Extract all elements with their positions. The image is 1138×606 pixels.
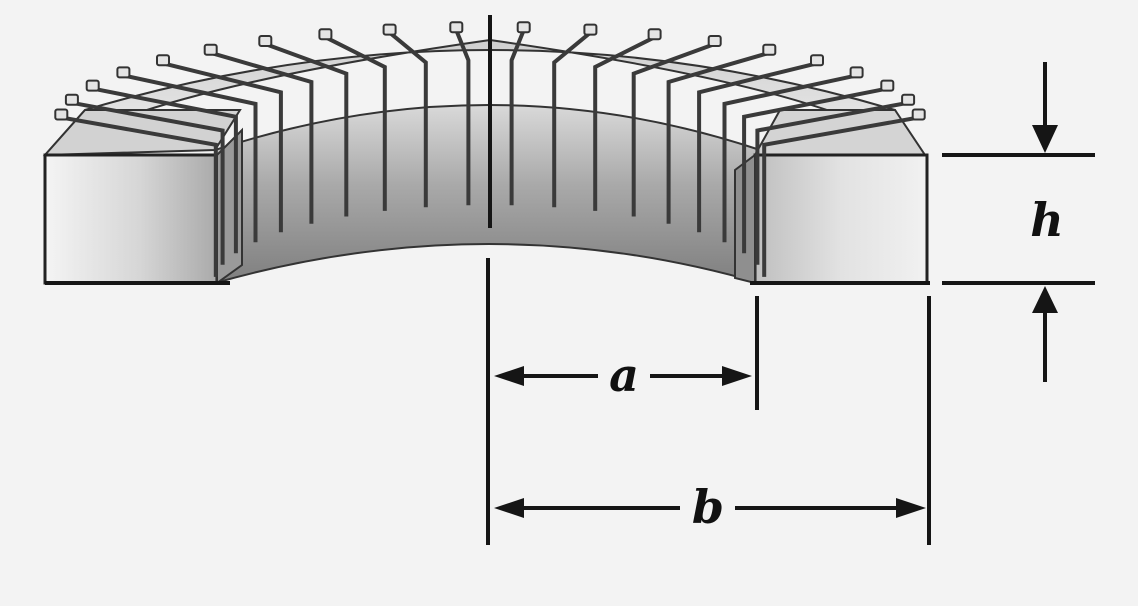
coil-turn bbox=[210, 50, 314, 224]
coil-turn bbox=[722, 73, 858, 243]
coil-turn bbox=[509, 29, 526, 206]
coil-turn-top bbox=[54, 108, 69, 121]
coil-turn-top bbox=[116, 66, 131, 79]
coil-turn-top bbox=[258, 35, 273, 47]
coil-turn-top bbox=[762, 43, 777, 56]
coil-turn-top bbox=[64, 93, 79, 106]
coil-turn bbox=[388, 31, 428, 208]
coil-turn-top bbox=[707, 35, 722, 47]
coil-turn-top bbox=[849, 66, 864, 79]
height-label: h bbox=[1030, 193, 1063, 247]
outer-radius-label: b bbox=[692, 480, 724, 534]
coil-turn-top bbox=[516, 21, 531, 34]
coil-turn-top bbox=[911, 108, 926, 121]
height-arrow-up-icon bbox=[1032, 286, 1058, 313]
coil-turn bbox=[264, 42, 349, 217]
coil-turn bbox=[60, 115, 218, 277]
coil-turn bbox=[697, 61, 818, 233]
coil-turn bbox=[71, 100, 225, 265]
coil-turn bbox=[666, 50, 770, 224]
left-cross-section bbox=[42, 109, 243, 285]
coil-turn bbox=[762, 115, 920, 277]
coil-turn bbox=[742, 86, 888, 254]
coil-turn bbox=[454, 29, 471, 206]
coil-turn-top bbox=[880, 79, 895, 92]
coil-turn-top bbox=[647, 28, 662, 41]
coil-turn-top bbox=[583, 23, 598, 36]
coil-turn bbox=[631, 42, 716, 217]
coil-turn-top bbox=[382, 23, 397, 36]
height-arrow-down-icon bbox=[1032, 125, 1058, 153]
inner-radius-dimension: a bbox=[494, 348, 752, 402]
outer-radius-arrow-right-icon bbox=[896, 498, 926, 518]
toroid-core bbox=[42, 38, 929, 285]
coil-turn bbox=[755, 100, 909, 265]
coil-turn bbox=[593, 35, 656, 211]
coil-turn bbox=[324, 35, 387, 211]
coil-turn bbox=[92, 86, 238, 254]
inner-radius-label: a bbox=[609, 348, 639, 402]
toroid-inner-band bbox=[214, 104, 761, 285]
outer-radius-arrow-left-icon bbox=[494, 498, 524, 518]
coil-turn bbox=[122, 73, 258, 243]
coil-turn-top bbox=[449, 21, 464, 34]
coil-turn-top bbox=[156, 54, 170, 67]
inner-radius-arrow-right-icon bbox=[722, 366, 752, 386]
inner-radius-arrow-left-icon bbox=[494, 366, 524, 386]
coil-turn-top bbox=[85, 79, 100, 92]
coil-turn bbox=[552, 31, 592, 208]
height-dimension: h bbox=[1030, 62, 1064, 382]
coil-windings bbox=[54, 21, 926, 277]
coil-turn-top bbox=[203, 43, 218, 56]
coil-turn-top bbox=[810, 54, 824, 67]
coil-turn bbox=[162, 61, 283, 233]
coil-turn-top bbox=[901, 93, 916, 106]
outer-radius-dimension: b bbox=[494, 480, 926, 534]
coil-turn-top bbox=[318, 28, 333, 41]
